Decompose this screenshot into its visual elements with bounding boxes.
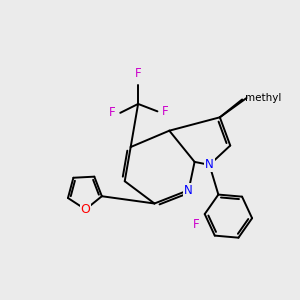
Text: N: N <box>205 158 214 171</box>
Text: F: F <box>135 67 141 80</box>
Text: N: N <box>184 184 193 196</box>
Text: F: F <box>162 105 169 118</box>
Text: F: F <box>193 218 200 231</box>
Text: methyl: methyl <box>244 93 281 103</box>
Text: F: F <box>109 106 116 119</box>
Text: O: O <box>81 203 91 216</box>
